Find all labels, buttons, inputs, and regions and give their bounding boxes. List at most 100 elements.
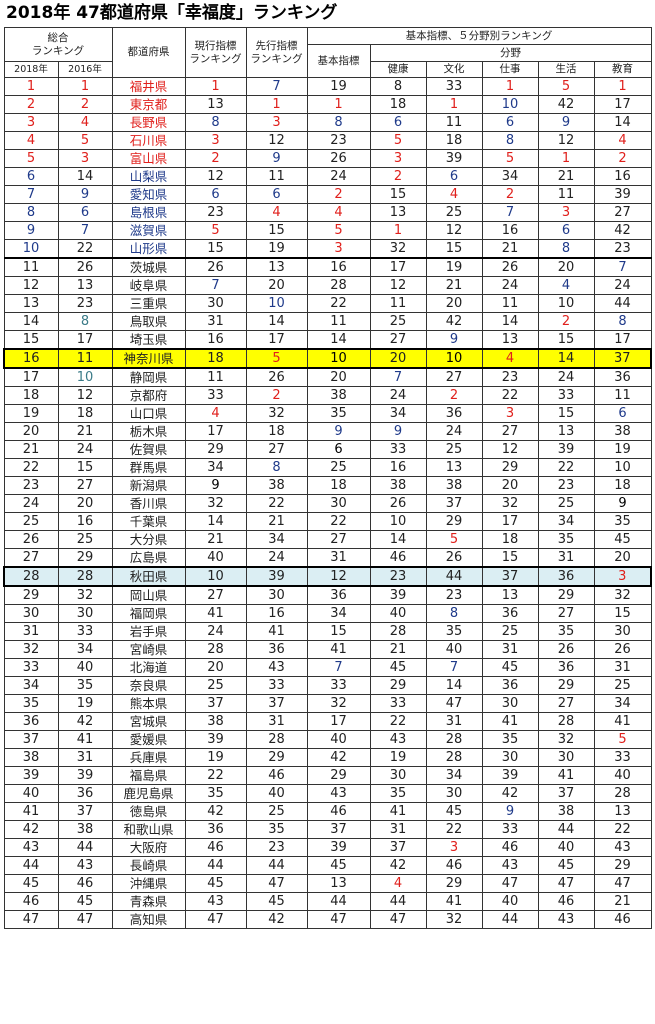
health-cell: 44 (369, 892, 427, 911)
current-indicator-cell: 11 (184, 367, 247, 387)
current-indicator-cell: 30 (184, 294, 247, 313)
education-cell: 21 (593, 892, 652, 911)
rank-2016-cell: 31 (57, 748, 113, 767)
life-cell: 15 (537, 330, 595, 350)
table-row: 33 40 北海道 20 43 7 45 7 45 36 31 (3, 658, 652, 677)
table-row: 2 2 東京都 13 1 1 18 1 10 42 17 (3, 95, 652, 114)
rank-2018-cell: 19 (3, 404, 59, 423)
culture-cell: 28 (425, 748, 483, 767)
basic-indicator-cell: 12 (306, 566, 371, 587)
table-row: 23 27 新潟県 9 38 18 38 38 20 23 18 (3, 476, 652, 495)
culture-cell: 22 (425, 820, 483, 839)
life-cell: 40 (537, 838, 595, 857)
rank-2016-cell: 38 (57, 820, 113, 839)
leading-indicator-cell: 45 (245, 892, 308, 911)
life-cell: 3 (537, 203, 595, 222)
work-cell: 15 (481, 548, 539, 568)
work-cell: 10 (481, 95, 539, 114)
rank-2016-cell: 18 (57, 404, 113, 423)
culture-cell: 11 (425, 113, 483, 132)
basic-indicator-cell: 1 (306, 95, 371, 114)
rank-2016-cell: 21 (57, 422, 113, 441)
prefecture-cell: 鹿児島県 (111, 784, 186, 803)
leading-indicator-cell: 4 (245, 203, 308, 222)
health-cell: 39 (369, 585, 427, 605)
life-cell: 11 (537, 185, 595, 204)
culture-cell: 34 (425, 766, 483, 785)
work-cell: 8 (481, 131, 539, 150)
work-cell: 13 (481, 330, 539, 350)
current-indicator-cell: 34 (184, 458, 247, 477)
leading-indicator-header-line2: ランキング (250, 52, 303, 65)
current-indicator-cell: 40 (184, 548, 247, 568)
health-cell: 3 (369, 149, 427, 168)
culture-cell: 20 (425, 294, 483, 313)
education-cell: 37 (593, 348, 653, 369)
rank-2016-cell: 47 (57, 910, 113, 929)
rank-2018-cell: 28 (3, 566, 59, 587)
rank-2018-cell: 11 (3, 257, 59, 277)
culture-cell: 8 (425, 604, 483, 623)
education-cell: 29 (593, 856, 652, 875)
rank-2018-cell: 40 (3, 784, 59, 803)
prefecture-cell: 沖縄県 (111, 874, 186, 893)
field-header-work: 仕事 (481, 61, 539, 78)
life-cell: 12 (537, 131, 595, 150)
health-cell: 43 (369, 730, 427, 749)
rank-2018-cell: 5 (3, 149, 59, 168)
prefecture-cell: 栃木県 (111, 422, 186, 441)
rank-2016-cell: 11 (57, 348, 113, 369)
current-indicator-cell: 35 (184, 784, 247, 803)
basic-indicator-cell: 7 (306, 658, 371, 677)
current-indicator-cell: 14 (184, 512, 247, 531)
prefecture-cell: 東京都 (111, 95, 186, 114)
basic-indicator-cell: 29 (306, 766, 371, 785)
basic-indicator-cell: 30 (306, 494, 371, 513)
health-cell: 41 (369, 802, 427, 821)
work-cell: 34 (481, 167, 539, 186)
current-indicator-cell: 33 (184, 386, 247, 405)
basic-indicator-cell: 34 (306, 604, 371, 623)
rank-2018-cell: 37 (3, 730, 59, 749)
prefecture-cell: 福島県 (111, 766, 186, 785)
rank-2018-cell: 2 (3, 95, 59, 114)
prefecture-cell: 長野県 (111, 113, 186, 132)
health-cell: 30 (369, 766, 427, 785)
work-cell: 7 (481, 203, 539, 222)
basic-field-group-header: 基本指標、５分野別ランキング (306, 27, 652, 45)
education-cell: 40 (593, 766, 652, 785)
table-row: 11 26 茨城県 26 13 16 17 19 26 20 7 (3, 257, 652, 277)
basic-indicator-cell: 2 (306, 185, 371, 204)
culture-cell: 21 (425, 276, 483, 295)
health-cell: 2 (369, 167, 427, 186)
table-row: 17 10 静岡県 11 26 20 7 27 23 24 36 (3, 367, 652, 387)
current-indicator-cell: 9 (184, 476, 247, 495)
health-cell: 21 (369, 640, 427, 659)
basic-indicator-cell: 38 (306, 386, 371, 405)
education-cell: 15 (593, 604, 652, 623)
field-header-life: 生活 (537, 61, 595, 78)
leading-indicator-cell: 13 (245, 257, 308, 277)
prefecture-cell: 富山県 (111, 149, 186, 168)
education-cell: 22 (593, 820, 652, 839)
basic-indicator-cell: 47 (306, 910, 371, 929)
table-row: 1 1 福井県 1 7 19 8 33 1 5 1 (3, 77, 652, 96)
prefecture-cell: 北海道 (111, 658, 186, 677)
table-row: 42 38 和歌山県 36 35 37 31 22 33 44 22 (3, 820, 652, 839)
health-cell: 28 (369, 622, 427, 641)
work-cell: 16 (481, 221, 539, 240)
work-cell: 30 (481, 748, 539, 767)
health-cell: 27 (369, 330, 427, 350)
work-cell: 1 (481, 77, 539, 96)
current-indicator-cell: 39 (184, 730, 247, 749)
culture-cell: 2 (425, 386, 483, 405)
work-cell: 31 (481, 640, 539, 659)
leading-indicator-cell: 15 (245, 221, 308, 240)
prefecture-cell: 徳島県 (111, 802, 186, 821)
leading-indicator-cell: 3 (245, 113, 308, 132)
leading-indicator-cell: 46 (245, 766, 308, 785)
rank-2016-cell: 13 (57, 276, 113, 295)
current-indicator-cell: 31 (184, 312, 247, 331)
prefecture-cell: 鳥取県 (111, 312, 186, 331)
rank-2016-cell: 20 (57, 494, 113, 513)
